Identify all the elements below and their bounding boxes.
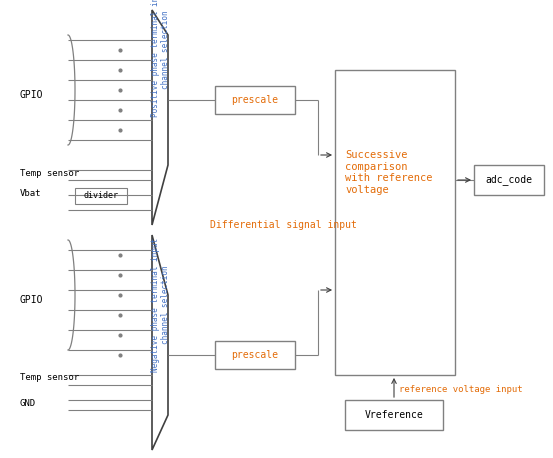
Text: Temp sensor: Temp sensor (20, 169, 79, 178)
Text: Vbat: Vbat (20, 189, 41, 197)
Text: GPIO: GPIO (20, 90, 44, 100)
Bar (215, 341, 295, 369)
Text: GND: GND (20, 398, 36, 408)
Text: prescale: prescale (232, 95, 279, 105)
Bar (345, 400, 443, 430)
Text: prescale: prescale (232, 350, 279, 360)
Text: Temp sensor: Temp sensor (20, 374, 79, 382)
Bar (474, 165, 544, 195)
Text: Successive
comparison
with reference
voltage: Successive comparison with reference vol… (345, 150, 432, 195)
Bar (335, 70, 455, 375)
Text: GPIO: GPIO (20, 295, 44, 305)
Text: Differential signal input: Differential signal input (210, 220, 357, 230)
Text: reference voltage input: reference voltage input (399, 386, 523, 394)
Text: Vreference: Vreference (364, 410, 424, 420)
Text: Negative phase terminal input
channel selection: Negative phase terminal input channel se… (150, 238, 170, 372)
Text: divider: divider (84, 191, 118, 201)
Text: Positive phase terminal input
channel selection: Positive phase terminal input channel se… (150, 0, 170, 117)
Bar (215, 86, 295, 114)
Text: adc_code: adc_code (486, 174, 533, 185)
Bar (75, 188, 127, 204)
